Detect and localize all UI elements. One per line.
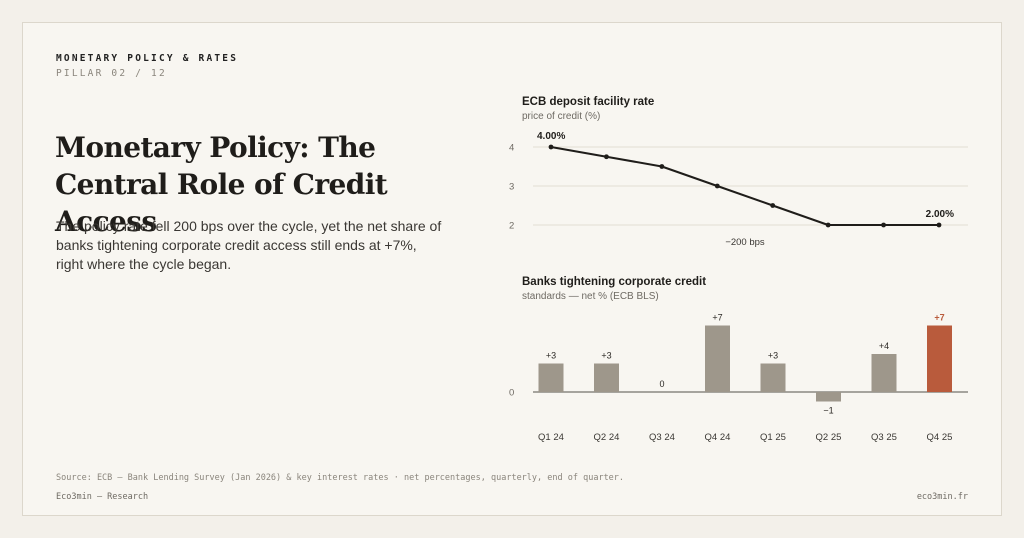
title-line-1: Monetary Policy: The [55,131,376,164]
credit-value-label: 0 [659,379,664,389]
section-kicker: MONETARY POLICY & RATES [56,53,239,64]
rate-chart-title: ECB deposit facility rate [522,96,655,108]
rate-start-label: 4.00% [537,131,565,142]
page-title: Monetary Policy: The Central Role of Cre… [55,129,485,240]
rate-ytick-label: 3 [509,182,514,193]
lede-line-2: banks tightening corporate credit access… [56,237,417,253]
credit-bar [816,392,841,402]
rate-point [659,164,665,169]
charts-canvas: 4 3 2 4.00% 2.00% −200 bps 0 +3 Q1 24 +3 Q2 24 0 Q3 … [509,131,968,443]
quarter-tick-label: Q1 25 [760,432,786,443]
site-url: eco3min.fr [916,492,968,502]
credit-bar [594,363,619,392]
rate-point [604,154,609,160]
lede-line-1: The policy rate fell 200 bps over the cy… [56,218,442,234]
quarter-tick-label: Q3 24 [649,432,675,443]
credit-chart-subtitle: standards — net % (ECB BLS) [522,291,659,302]
rate-ytick-label: 2 [509,221,514,232]
credit-bar [538,363,564,392]
credit-chart-title: Banks tightening corporate credit [522,276,707,288]
title-line-2: Central Role of Credit Access [55,168,388,238]
credit-value-label: +3 [546,351,556,361]
lede-paragraph: The policy rate fell 200 bps over the cy… [56,217,456,274]
quarter-tick-label: Q3 25 [871,432,897,443]
quarter-tick-label: Q2 25 [816,432,842,443]
quarter-tick-label: Q2 24 [594,432,620,443]
quarter-tick-label: Q4 25 [927,432,953,443]
credit-bar [871,354,897,392]
quarter-tick-label: Q1 24 [538,432,564,443]
rate-end-label: 2.00% [926,209,954,220]
rate-point [770,203,776,208]
credit-bar [927,325,952,392]
credit-value-label: +7 [934,313,944,323]
report-card: MONETARY POLICY & RATES PILLAR 02 / 12 M… [22,22,1002,516]
lede-line-3: right where the cycle began. [56,256,232,272]
rate-point [548,144,554,150]
credit-ytick-label: 0 [509,388,514,399]
pillar-counter: PILLAR 02 / 12 [56,68,167,79]
rate-chart-subtitle: price of credit (%) [522,111,601,122]
rate-change-label: −200 bps [725,237,765,248]
credit-bar [705,325,730,392]
credit-value-label: +7 [712,313,722,323]
rate-point [825,222,831,228]
rate-series-line [550,146,939,226]
credit-value-label: +3 [768,351,778,361]
rate-point [881,222,886,228]
brand-label: Eco3min — Research [56,492,149,502]
rate-point [936,222,942,228]
rate-ytick-label: 4 [509,143,514,154]
quarter-tick-label: Q4 24 [705,432,731,443]
rate-point [714,183,720,189]
source-note: Source: ECB — Bank Lending Survey (Jan 2… [56,473,625,483]
credit-value-label: +3 [601,351,611,361]
credit-bar [760,363,786,392]
credit-value-label: −1 [823,406,833,416]
credit-value-label: +4 [879,341,889,351]
